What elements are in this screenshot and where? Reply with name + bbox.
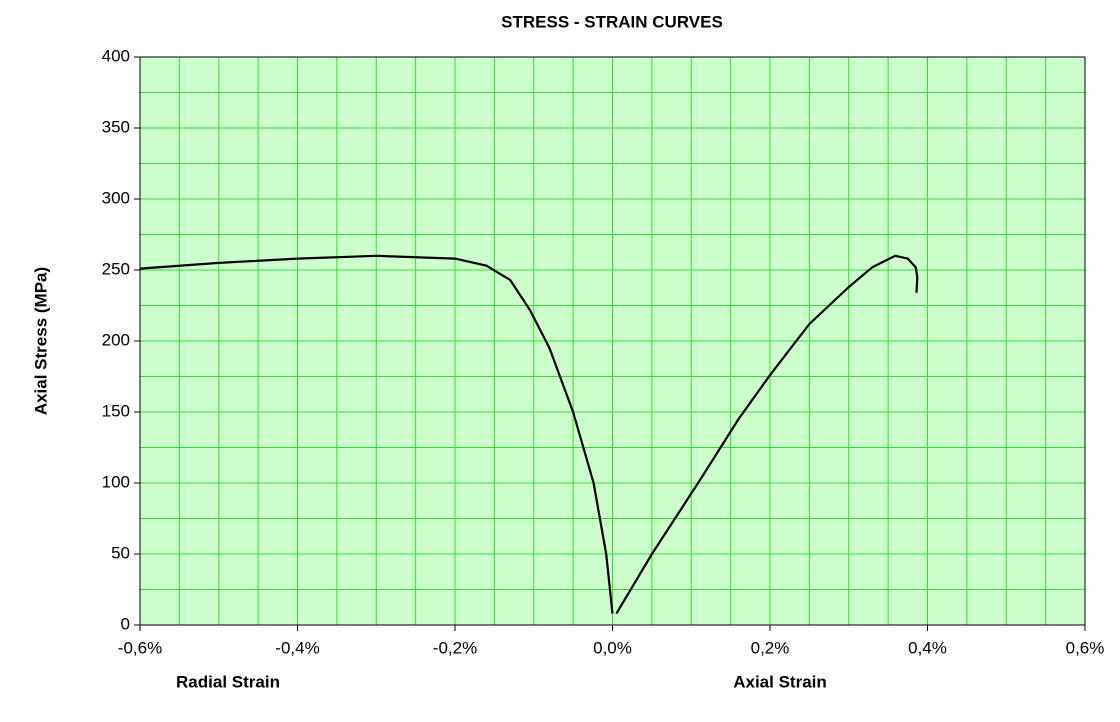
y-tick-label: 300 bbox=[102, 188, 130, 207]
series-line bbox=[615, 254, 919, 615]
y-tick-label: 250 bbox=[102, 259, 130, 278]
series-line bbox=[139, 254, 614, 614]
y-tick-label: 400 bbox=[102, 46, 130, 65]
axis-series-label: Axial Strain bbox=[733, 672, 827, 691]
y-tick-label: 50 bbox=[111, 543, 130, 562]
x-tick-label: 0,2% bbox=[751, 638, 790, 657]
plot-border bbox=[139, 56, 1086, 626]
x-tick-label: 0,6% bbox=[1066, 638, 1105, 657]
y-axis-title: Axial Stress (MPa) bbox=[31, 267, 50, 415]
y-tick-label: 150 bbox=[102, 401, 130, 420]
axis-series-label: Radial Strain bbox=[176, 672, 280, 691]
x-tick-label: -0,4% bbox=[275, 638, 319, 657]
y-tick-label: 350 bbox=[102, 117, 130, 136]
x-tick-label: 0,0% bbox=[593, 638, 632, 657]
x-tick-label: -0,6% bbox=[118, 638, 162, 657]
chart-title: STRESS - STRAIN CURVES bbox=[501, 12, 723, 31]
x-tick-label: 0,4% bbox=[908, 638, 947, 657]
y-tick-label: 0 bbox=[121, 614, 130, 633]
x-tick-label: -0,2% bbox=[433, 638, 477, 657]
y-tick-label: 200 bbox=[102, 330, 130, 349]
y-tick-label: 100 bbox=[102, 472, 130, 491]
